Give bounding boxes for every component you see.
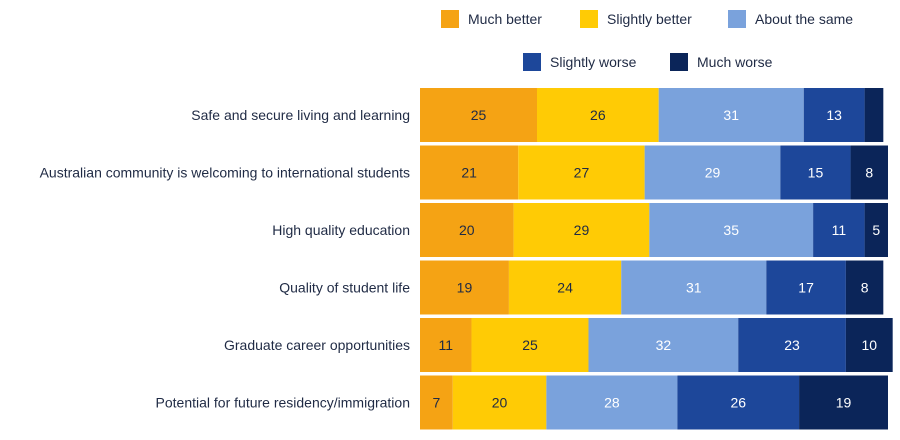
legend-label-about-the-same: About the same <box>755 11 853 27</box>
legend-label-slightly-worse: Slightly worse <box>550 54 637 70</box>
bar-segment-slightly-worse <box>803 88 865 142</box>
bar-segment-much-worse <box>845 260 884 315</box>
bar-segment-about-the-same <box>644 145 781 200</box>
bar-segment-slightly-worse <box>766 260 846 315</box>
value-label: 29 <box>574 222 590 238</box>
value-label: 20 <box>459 222 475 238</box>
bar-segment-about-the-same <box>658 88 804 142</box>
legend-swatch-about-the-same <box>728 10 746 28</box>
bar-segment-slightly-better <box>452 375 547 430</box>
value-label: 8 <box>861 280 869 296</box>
value-label: 7 <box>432 395 440 411</box>
legend-label-slightly-better: Slightly better <box>607 11 692 27</box>
value-label: 23 <box>784 337 800 353</box>
value-label: 5 <box>872 222 880 238</box>
legend-label-much-better: Much better <box>468 11 542 27</box>
value-label: 19 <box>457 280 473 296</box>
value-label: 29 <box>705 165 721 181</box>
category-label: Graduate career opportunities <box>224 337 410 353</box>
value-label: 11 <box>832 222 847 238</box>
bar-segment-much-worse <box>845 318 893 372</box>
category-label: Quality of student life <box>279 280 410 296</box>
bar-segment-much-better <box>420 88 537 142</box>
value-label: 28 <box>604 395 620 411</box>
bar-segment-slightly-better <box>513 203 650 257</box>
bar-segment-much-worse <box>864 88 884 142</box>
bar-segment-about-the-same <box>649 203 814 257</box>
legend-swatch-much-better <box>441 10 459 28</box>
bar-segment-slightly-worse <box>813 203 865 257</box>
value-label: 26 <box>730 395 746 411</box>
value-label: 19 <box>836 395 852 411</box>
bar-segment-slightly-better <box>508 260 622 315</box>
value-label: 24 <box>557 280 573 296</box>
bars: 25 26 31 13 21 27 29 15 8 20 29 35 11 5 19 24 31 17 8 11 25 3… <box>420 88 893 430</box>
bar-segment-much-worse <box>864 203 888 257</box>
bar-segment-slightly-worse <box>677 375 800 430</box>
legend: Much better Slightly better About the same… <box>441 10 853 71</box>
bar-segment-much-worse <box>850 145 888 200</box>
bar-segment-slightly-worse <box>738 318 846 372</box>
bar-segment-much-better <box>420 375 453 430</box>
category-label: High quality education <box>272 222 410 238</box>
value-label: 10 <box>861 337 877 353</box>
bar-segment-slightly-better <box>518 145 645 200</box>
bar-segment-about-the-same <box>588 318 739 372</box>
value-label: 35 <box>723 222 739 238</box>
value-label: 27 <box>574 165 590 181</box>
category-label: Potential for future residency/immigrati… <box>156 395 410 411</box>
bar-segment-much-better <box>420 318 472 372</box>
legend-swatch-slightly-worse <box>523 53 541 71</box>
value-label: 31 <box>723 107 739 123</box>
legend-label-much-worse: Much worse <box>697 54 773 70</box>
category-label: Safe and secure living and learning <box>191 107 410 123</box>
bar-segment-slightly-worse <box>780 145 851 200</box>
bar-segment-about-the-same <box>546 375 678 430</box>
value-label: 25 <box>471 107 487 123</box>
bar-segment-much-better <box>420 260 509 315</box>
value-label: 21 <box>461 165 477 181</box>
bar-segment-slightly-better <box>537 88 659 142</box>
value-label: 25 <box>522 337 538 353</box>
value-label: 8 <box>865 165 873 181</box>
value-label: 13 <box>826 107 842 123</box>
value-label: 15 <box>808 165 824 181</box>
bar-segment-about-the-same <box>621 260 767 315</box>
bar-segment-much-better <box>420 145 519 200</box>
value-label: 17 <box>798 280 814 296</box>
bar-segment-much-worse <box>799 375 888 430</box>
bar-segment-slightly-better <box>471 318 589 372</box>
value-label: 31 <box>686 280 702 296</box>
bar-segment-much-better <box>420 203 514 257</box>
value-label: 26 <box>590 107 606 123</box>
value-label: 11 <box>438 337 453 353</box>
legend-swatch-slightly-better <box>580 10 598 28</box>
category-labels: Safe and secure living and learning Austr… <box>40 107 411 411</box>
value-label: 32 <box>656 337 672 353</box>
value-label: 20 <box>492 395 508 411</box>
legend-swatch-much-worse <box>670 53 688 71</box>
category-label: Australian community is welcoming to int… <box>40 165 410 181</box>
